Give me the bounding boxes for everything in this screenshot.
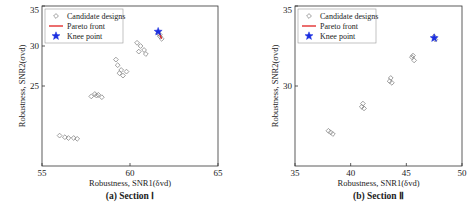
legend-label: Knee point bbox=[320, 32, 356, 41]
figure: 55 60 65 25 30 35 Robustness, SNR1(δvd) Robustn… bbox=[0, 0, 474, 204]
point bbox=[66, 136, 71, 141]
x-tick-label: 55 bbox=[38, 168, 48, 178]
x-tick bbox=[218, 163, 219, 166]
point bbox=[388, 76, 393, 81]
chart-title: (b) Section Ⅱ bbox=[353, 191, 404, 202]
point bbox=[57, 133, 62, 138]
data-area bbox=[57, 27, 164, 141]
point bbox=[119, 68, 124, 73]
point bbox=[121, 73, 126, 78]
plot-frame bbox=[295, 6, 462, 166]
point bbox=[362, 106, 367, 111]
point bbox=[154, 27, 162, 35]
point bbox=[143, 52, 148, 57]
y-axis-label: Robustness, SNR2(σvd) bbox=[270, 45, 280, 128]
panel: 35 40 45 50 30 35 Robustness, SNR1(δvd) Robustn… bbox=[270, 5, 467, 202]
chart-title: (a) Section Ⅰ bbox=[106, 191, 154, 202]
panel: 55 60 65 25 30 35 Robustness, SNR1(δvd) Robustn… bbox=[17, 5, 223, 202]
y-tick bbox=[42, 46, 45, 47]
point bbox=[389, 80, 394, 85]
point bbox=[114, 57, 119, 62]
legend-swatch bbox=[49, 25, 63, 26]
y-tick bbox=[295, 6, 298, 7]
legend: Candidate designsPareto frontKnee point bbox=[45, 9, 125, 43]
x-tick-label: 50 bbox=[458, 168, 468, 178]
x-tick-label: 65 bbox=[214, 168, 224, 178]
legend-label: Pareto front bbox=[67, 22, 106, 31]
plot-frame bbox=[42, 6, 218, 166]
x-tick bbox=[350, 163, 351, 166]
legend-label: Candidate designs bbox=[320, 12, 378, 21]
y-tick-label: 35 bbox=[283, 5, 293, 15]
point bbox=[361, 101, 366, 106]
x-tick bbox=[462, 163, 463, 166]
legend-swatch bbox=[305, 32, 313, 40]
legend-swatch bbox=[307, 14, 312, 19]
legend-swatch bbox=[54, 14, 59, 19]
point bbox=[75, 136, 80, 141]
y-tick-label: 25 bbox=[30, 81, 40, 91]
x-tick bbox=[130, 163, 131, 166]
legend-label: Candidate designs bbox=[67, 12, 125, 21]
point bbox=[330, 132, 335, 137]
x-tick bbox=[42, 163, 43, 166]
legend-swatch bbox=[302, 25, 316, 26]
y-tick-label: 30 bbox=[30, 41, 40, 51]
y-tick-label: 35 bbox=[30, 5, 40, 15]
x-tick bbox=[295, 163, 296, 166]
y-tick bbox=[295, 86, 298, 87]
legend-label: Knee point bbox=[67, 32, 103, 41]
legend-swatch bbox=[52, 32, 60, 40]
x-tick-label: 40 bbox=[346, 168, 356, 178]
x-tick bbox=[406, 163, 407, 166]
point bbox=[124, 69, 129, 74]
x-tick-label: 35 bbox=[291, 168, 301, 178]
x-tick-label: 45 bbox=[402, 168, 412, 178]
x-axis-label: Robustness, SNR1(δvd) bbox=[338, 178, 420, 188]
data-area bbox=[326, 34, 438, 137]
point bbox=[115, 63, 120, 68]
point bbox=[430, 34, 438, 42]
y-tick-label: 30 bbox=[283, 81, 293, 91]
point bbox=[411, 53, 416, 58]
y-tick bbox=[42, 6, 45, 7]
x-tick-label: 60 bbox=[126, 168, 136, 178]
point bbox=[136, 49, 141, 54]
point bbox=[94, 93, 99, 98]
y-axis-label: Robustness, SNR2(σvd) bbox=[17, 45, 27, 128]
legend: Candidate designsPareto frontKnee point bbox=[298, 9, 378, 43]
legend-label: Pareto front bbox=[320, 22, 359, 31]
point bbox=[412, 58, 417, 63]
y-tick bbox=[42, 86, 45, 87]
x-axis-label: Robustness, SNR1(δvd) bbox=[89, 178, 171, 188]
point bbox=[138, 44, 143, 49]
point bbox=[135, 40, 140, 45]
point bbox=[99, 95, 104, 100]
